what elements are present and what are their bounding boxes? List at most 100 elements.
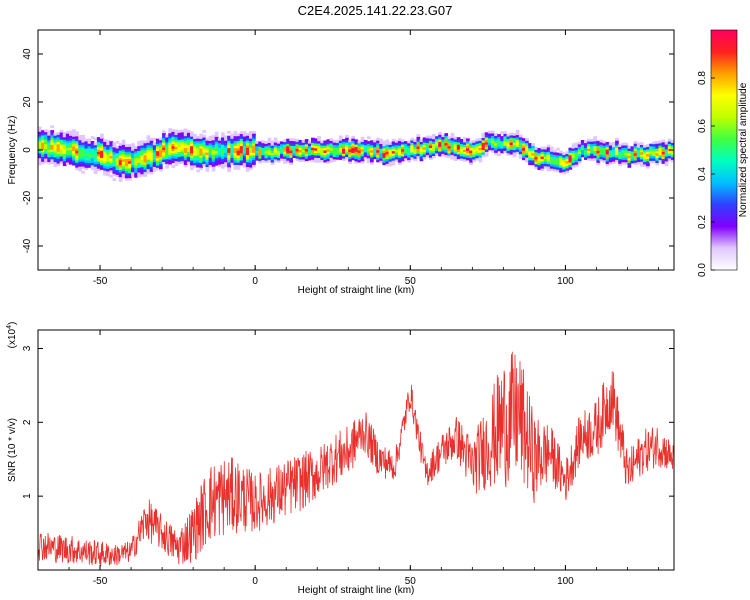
spectrogram-cell	[38, 150, 42, 154]
spectrogram-cell	[624, 152, 629, 156]
spectrogram-cell	[618, 163, 622, 167]
spectrogram-cell	[100, 143, 104, 146]
spectrogram-cell	[391, 160, 396, 164]
spectrogram-cell	[363, 147, 368, 150]
spectrogram-cell	[96, 158, 101, 162]
spectrogram-cell	[515, 137, 520, 140]
spectrogram-cell	[320, 140, 324, 144]
spectrogram-cell	[370, 154, 374, 158]
spectrogram-cell	[469, 159, 473, 163]
spectrogram-cell	[38, 133, 42, 137]
spectrogram-cell	[174, 144, 179, 147]
spectrogram-cell	[143, 157, 148, 161]
spectrogram-cell	[245, 159, 250, 163]
spectrogram-cell	[494, 152, 498, 156]
spectrogram-cell	[475, 157, 480, 161]
spectrogram-cell	[128, 158, 132, 162]
spectrogram-cell	[326, 151, 331, 155]
spectrogram-cell	[239, 143, 244, 147]
spectrogram-cell	[227, 169, 231, 173]
spectrogram-cell	[227, 164, 231, 168]
spectrogram-cell	[574, 145, 579, 148]
spectrogram-cell	[211, 147, 216, 150]
spectrogram-cell	[348, 154, 352, 157]
spectrogram-cell	[146, 168, 151, 172]
spectrogram-cell	[546, 168, 551, 172]
spectrogram-cell	[450, 152, 455, 155]
spectrogram-cell	[249, 162, 253, 166]
spectrogram-cell	[366, 155, 371, 159]
spectrogram-cell	[453, 139, 458, 142]
spectrogram-cell	[112, 159, 117, 162]
spectrogram-cell	[180, 151, 185, 154]
page-title: C2E4.2025.141.22.23.G07	[297, 3, 453, 18]
spectrogram-cell	[385, 161, 390, 164]
spectrogram-cell	[75, 136, 79, 139]
spectrogram-cell	[186, 139, 191, 143]
spectrogram-cell	[276, 145, 281, 149]
spectrogram-cell	[81, 161, 86, 165]
spectrogram-cell	[44, 158, 48, 161]
spectrogram-cell	[348, 156, 352, 160]
spectrogram-cell	[224, 137, 228, 141]
spectrogram-cell	[522, 145, 526, 149]
spectrogram-cell	[509, 147, 514, 150]
spectrogram-cell	[652, 155, 656, 159]
spectrogram-cell	[109, 146, 114, 149]
spectrogram-cell	[193, 162, 197, 166]
spectrogram-cell	[140, 149, 145, 153]
spectrogram-cell	[267, 159, 272, 163]
spectrogram-cell	[301, 159, 306, 162]
spectrogram-cell	[621, 147, 625, 151]
spectrogram-cell	[351, 145, 355, 149]
spectrogram-cell	[152, 144, 157, 148]
spectrogram-cell	[481, 135, 486, 138]
spectrogram-cell	[553, 168, 557, 172]
spectrogram-cell	[338, 149, 343, 153]
spectrogram-cell	[56, 160, 61, 164]
spectrogram-cell	[38, 145, 42, 149]
spectrogram-cell	[419, 148, 424, 152]
spectrogram-cell	[96, 165, 101, 169]
spectrogram-cell	[84, 167, 89, 171]
spectrogram-cell	[205, 145, 210, 148]
spectrogram-cell	[453, 158, 458, 161]
spectrogram-cell	[580, 154, 585, 158]
spectrogram-cell	[252, 145, 256, 149]
spectrogram-cell	[230, 157, 235, 161]
spectrogram-cell	[338, 135, 343, 139]
spectrogram-cell	[261, 145, 266, 148]
spectrogram-cell	[196, 162, 200, 166]
spectrogram-cell	[155, 162, 160, 166]
spectrogram-cell	[249, 131, 253, 134]
spectrogram-cell	[214, 148, 219, 152]
spectrogram-cell	[394, 154, 399, 158]
spectrogram-cell	[289, 155, 293, 158]
spectrogram-cell	[397, 159, 402, 163]
spectrogram-cell	[140, 147, 145, 151]
spectrogram-cell	[50, 139, 55, 143]
spectrogram-cell	[435, 138, 439, 142]
spectrogram-cell	[562, 164, 566, 168]
spectrogram-cell	[553, 164, 557, 167]
spectrogram-cell	[165, 163, 169, 167]
spectrogram-cell	[311, 149, 315, 153]
spectrogram-cell	[47, 152, 51, 155]
spectrogram-cell	[236, 162, 241, 165]
spectrogram-cell	[475, 141, 480, 144]
spectrogram-cell	[93, 164, 98, 167]
spectrogram-cell	[264, 150, 269, 154]
spectrogram-cell	[193, 157, 197, 161]
spectrogram-cell	[267, 149, 272, 153]
spectrogram-cell	[314, 145, 318, 149]
spectrogram-cell	[444, 133, 449, 136]
spectrogram-cell	[121, 142, 126, 145]
spectrogram-cell	[621, 159, 625, 163]
spectrogram-cell	[667, 153, 672, 156]
spectrogram-cell	[401, 158, 405, 162]
spectrogram-cell	[568, 150, 573, 153]
spectrogram-cell	[311, 156, 315, 160]
spectrogram-cell	[255, 148, 259, 151]
spectrogram-cell	[261, 157, 266, 160]
spectrogram-cell	[425, 152, 430, 156]
